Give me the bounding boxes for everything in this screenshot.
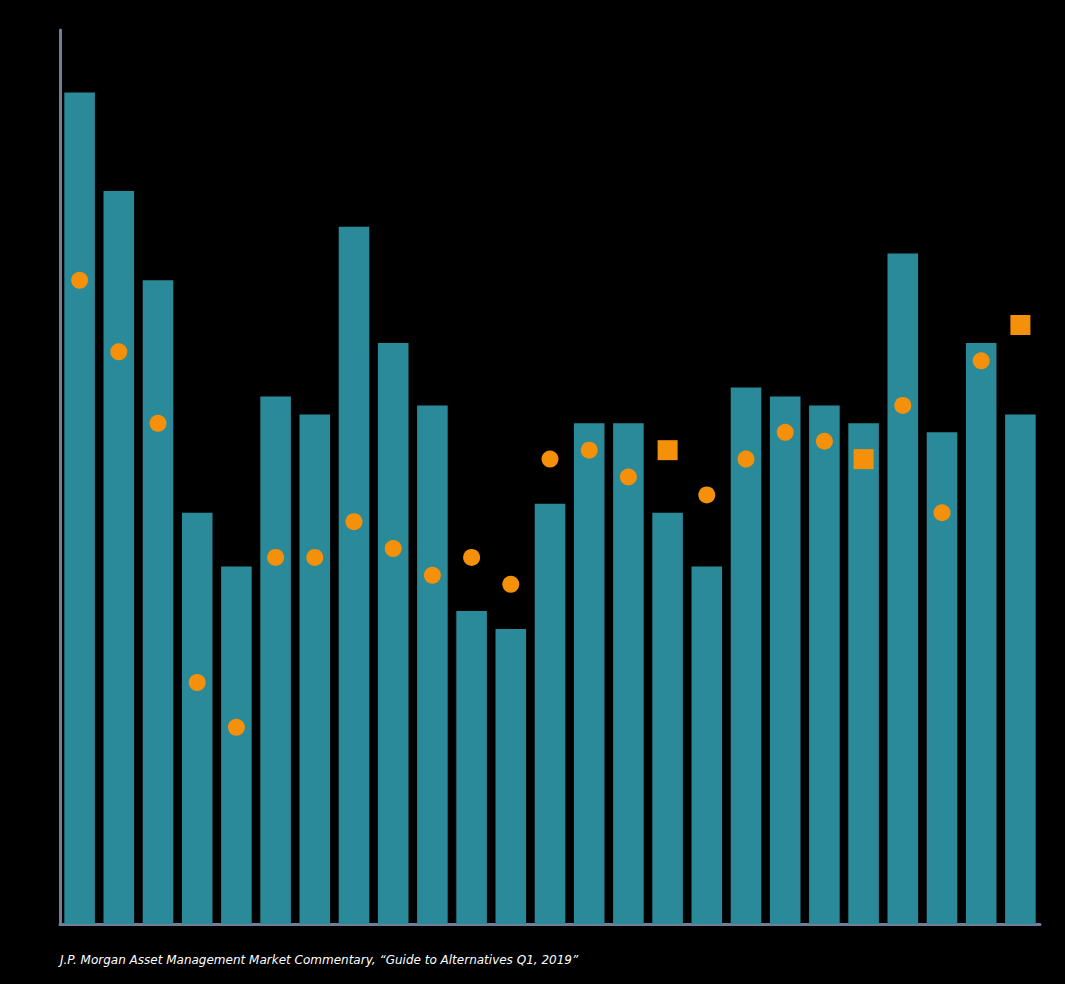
svg-text:J.P. Morgan Asset Management M: J.P. Morgan Asset Management Market Comm… xyxy=(58,953,579,967)
